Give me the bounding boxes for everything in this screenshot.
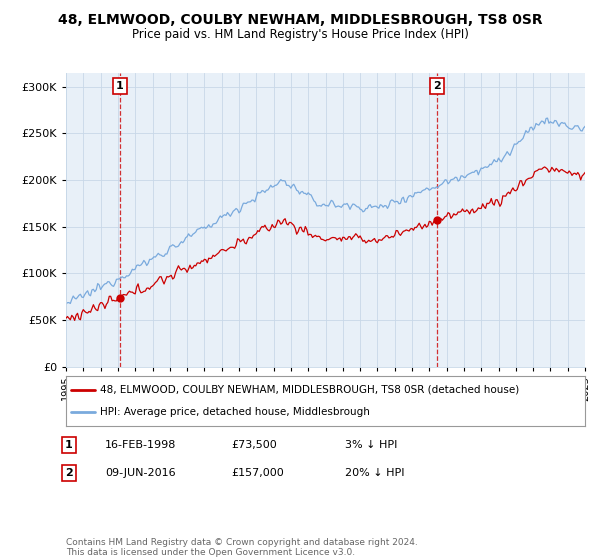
Text: 09-JUN-2016: 09-JUN-2016	[105, 468, 176, 478]
Text: 48, ELMWOOD, COULBY NEWHAM, MIDDLESBROUGH, TS8 0SR: 48, ELMWOOD, COULBY NEWHAM, MIDDLESBROUG…	[58, 13, 542, 27]
Text: Contains HM Land Registry data © Crown copyright and database right 2024.
This d: Contains HM Land Registry data © Crown c…	[66, 538, 418, 557]
Text: 1: 1	[65, 440, 73, 450]
Text: 48, ELMWOOD, COULBY NEWHAM, MIDDLESBROUGH, TS8 0SR (detached house): 48, ELMWOOD, COULBY NEWHAM, MIDDLESBROUG…	[100, 385, 519, 395]
Text: Price paid vs. HM Land Registry's House Price Index (HPI): Price paid vs. HM Land Registry's House …	[131, 28, 469, 41]
Text: 1: 1	[116, 81, 124, 91]
Text: HPI: Average price, detached house, Middlesbrough: HPI: Average price, detached house, Midd…	[100, 407, 370, 417]
Text: £157,000: £157,000	[231, 468, 284, 478]
Text: 3% ↓ HPI: 3% ↓ HPI	[345, 440, 397, 450]
Text: 20% ↓ HPI: 20% ↓ HPI	[345, 468, 404, 478]
Text: 2: 2	[65, 468, 73, 478]
Text: 16-FEB-1998: 16-FEB-1998	[105, 440, 176, 450]
Text: 2: 2	[433, 81, 441, 91]
Text: £73,500: £73,500	[231, 440, 277, 450]
